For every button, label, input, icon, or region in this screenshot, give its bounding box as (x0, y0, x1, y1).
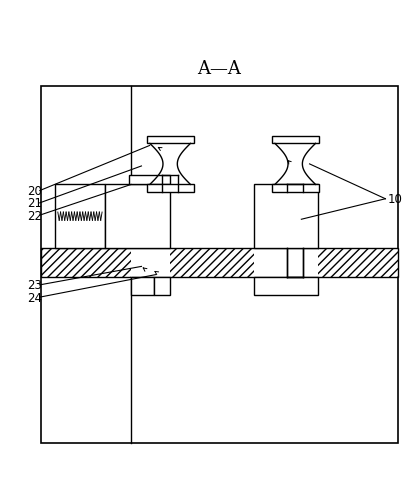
Bar (131, 277, 153, 296)
Bar (41, 87, 397, 443)
Bar (170, 248, 254, 277)
Text: 23: 23 (27, 279, 41, 292)
Bar (146, 185, 193, 192)
Bar (41, 248, 397, 277)
Text: 20: 20 (27, 185, 41, 198)
Bar (41, 248, 131, 277)
Bar (153, 277, 170, 296)
Text: 22: 22 (27, 209, 42, 222)
Bar (55, 185, 104, 248)
Bar (254, 185, 317, 248)
Bar (146, 137, 193, 144)
Bar (129, 176, 170, 185)
Bar (271, 185, 318, 192)
Text: 10: 10 (387, 193, 401, 206)
Bar (254, 277, 317, 296)
Bar (317, 248, 397, 277)
Text: 21: 21 (27, 197, 42, 210)
Bar (271, 137, 318, 144)
Bar (104, 185, 170, 248)
Text: 24: 24 (27, 291, 42, 304)
Text: A—A: A—A (197, 60, 241, 77)
